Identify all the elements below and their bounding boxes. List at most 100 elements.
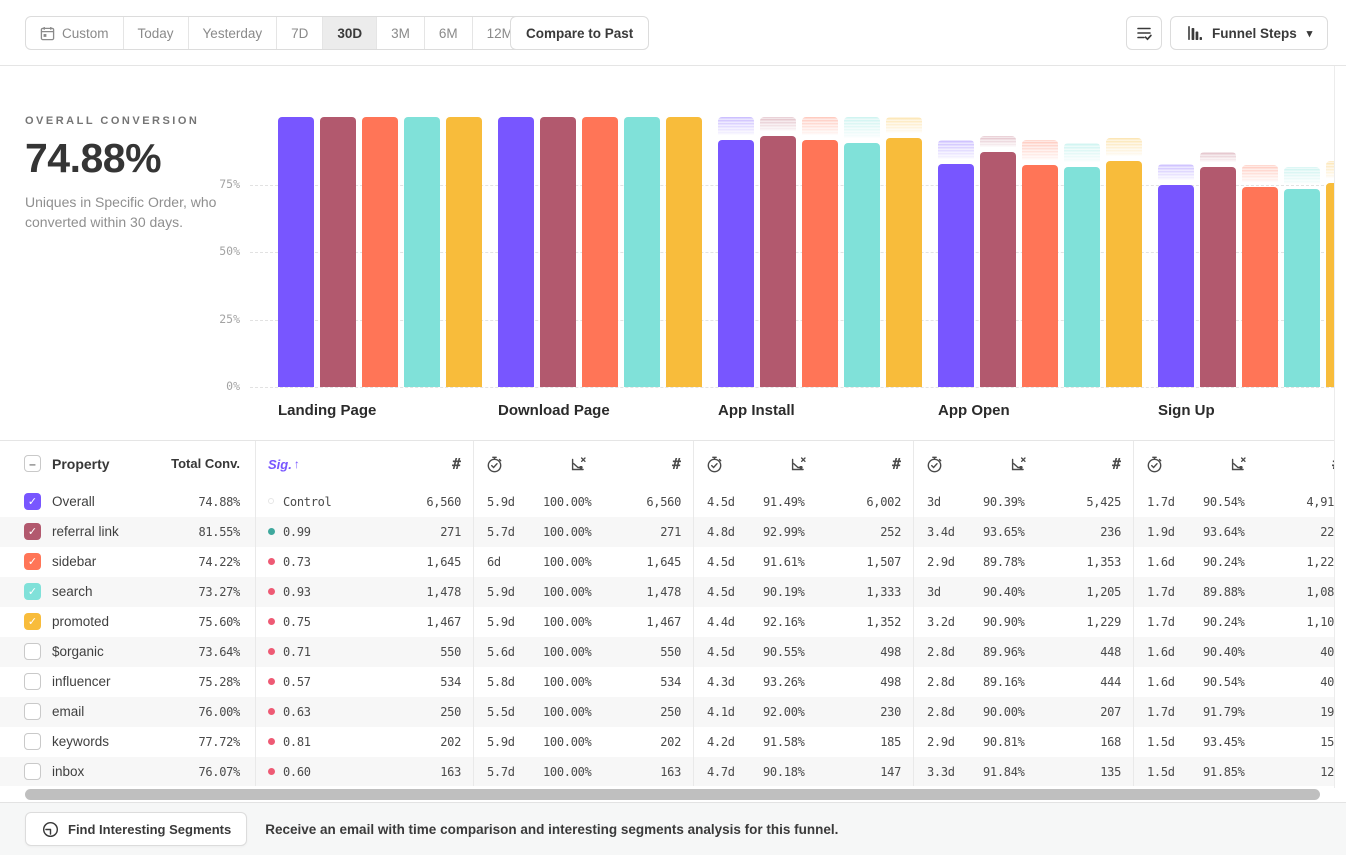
segment-checkbox[interactable] xyxy=(24,643,41,660)
segment-checkbox[interactable]: ✓ xyxy=(24,553,41,570)
step-count-value: 1,083 xyxy=(1306,585,1334,599)
segment-checkbox[interactable]: ✓ xyxy=(24,523,41,540)
funnel-bar[interactable] xyxy=(802,139,838,387)
funnel-bar[interactable] xyxy=(1200,166,1236,387)
segment-checkbox[interactable] xyxy=(24,733,41,750)
funnel-bar[interactable] xyxy=(938,163,974,387)
count-column-header-icon[interactable]: # xyxy=(671,455,681,473)
date-range-label: 30D xyxy=(337,25,363,41)
table-row[interactable]: ✓ sidebar 74.22% 0.73 1,645 6d 100.00% 1,645 4.5… xyxy=(0,547,1334,577)
funnel-bar[interactable] xyxy=(1064,166,1100,387)
table-row[interactable]: ✓ promoted 75.60% 0.75 1,467 5.9d 100.00% 1,467… xyxy=(0,607,1334,637)
time-to-convert-value: 1.7d xyxy=(1147,615,1175,629)
time-to-convert-value: 1.7d xyxy=(1147,705,1175,719)
significance-column-header[interactable]: Sig. ↑ xyxy=(268,456,300,472)
filter-settings-button[interactable] xyxy=(1126,16,1162,50)
compare-to-past-button[interactable]: Compare to Past xyxy=(510,16,650,50)
funnel-bar[interactable] xyxy=(320,117,356,387)
funnel-bar[interactable] xyxy=(1022,164,1058,387)
funnel-bar[interactable] xyxy=(278,117,314,387)
funnel-bar[interactable] xyxy=(498,117,534,387)
time-to-convert-column-icon[interactable] xyxy=(706,441,723,487)
time-to-convert-value: 5.6d xyxy=(487,645,515,659)
funnel-bar[interactable] xyxy=(1326,182,1334,387)
step-count-value: 207 xyxy=(1100,705,1121,719)
segment-checkbox[interactable] xyxy=(24,673,41,690)
conversion-rate-column-icon[interactable] xyxy=(570,441,587,487)
table-row[interactable]: inbox 76.07% 0.60 163 5.7d 100.00% 163 4.7d 90.1… xyxy=(0,757,1334,786)
step-count-value: 1,205 xyxy=(1086,585,1121,599)
funnel-bar[interactable] xyxy=(446,117,482,387)
segment-checkbox[interactable]: ✓ xyxy=(24,613,41,630)
table-row[interactable]: ✓ search 73.27% 0.93 1,478 5.9d 100.00% 1,478 4.… xyxy=(0,577,1334,607)
time-to-convert-value: 2.8d xyxy=(927,705,955,719)
funnel-bar[interactable] xyxy=(666,117,702,387)
table-row[interactable]: email 76.00% 0.63 250 5.5d 100.00% 250 4.1d 92.0… xyxy=(0,697,1334,727)
segment-checkbox[interactable]: ✓ xyxy=(24,493,41,510)
funnel-bar[interactable] xyxy=(980,151,1016,387)
funnel-bar[interactable] xyxy=(760,135,796,387)
funnel-bar[interactable] xyxy=(582,117,618,387)
significance-value: Control xyxy=(283,495,332,509)
count-column-header-icon[interactable]: # xyxy=(451,455,461,473)
horizontal-scrollbar[interactable] xyxy=(25,789,1320,800)
select-all-checkbox[interactable]: – xyxy=(24,455,41,472)
table-row[interactable]: ✓ Overall 74.88% Control 6,560 5.9d 100.00% 6,5… xyxy=(0,487,1334,517)
table-row[interactable]: $organic 73.64% 0.71 550 5.6d 100.00% 550 4.5d 9… xyxy=(0,637,1334,667)
segment-checkbox[interactable]: ✓ xyxy=(24,583,41,600)
overall-conversion-summary: OVERALL CONVERSION 74.88% Uniques in Spe… xyxy=(25,115,240,233)
list-check-icon xyxy=(1135,24,1153,42)
y-axis-tick-label: 25% xyxy=(219,311,240,326)
significance-dot xyxy=(268,558,275,565)
find-interesting-segments-button[interactable]: Find Interesting Segments xyxy=(25,812,248,846)
funnel-bar-previous-step-ghost xyxy=(1106,138,1142,156)
step-count-value: 221 xyxy=(1320,525,1334,539)
time-to-convert-value: 1.6d xyxy=(1147,555,1175,569)
funnel-bar[interactable] xyxy=(1106,160,1142,387)
conversion-rate-column-icon[interactable] xyxy=(1230,441,1247,487)
funnel-bar[interactable] xyxy=(844,143,880,387)
date-range-3m[interactable]: 3M xyxy=(376,17,424,49)
step-count-value: 1,645 xyxy=(646,555,681,569)
time-to-convert-value: 4.5d xyxy=(707,495,735,509)
find-segments-label: Find Interesting Segments xyxy=(68,821,232,837)
conversion-rate-column-icon[interactable] xyxy=(790,441,807,487)
date-range-12m[interactable]: 12M xyxy=(471,17,527,49)
segment-checkbox[interactable] xyxy=(24,763,41,780)
date-range-6m[interactable]: 6M xyxy=(423,17,472,49)
conversion-rate-value: 89.78% xyxy=(983,555,1025,569)
date-range-yesterday[interactable]: Yesterday xyxy=(187,17,277,49)
time-to-convert-column-icon[interactable] xyxy=(926,441,943,487)
step-count-value: 230 xyxy=(880,705,901,719)
table-row[interactable]: keywords 77.72% 0.81 202 5.9d 100.00% 202 4.2d 9… xyxy=(0,727,1334,757)
funnel-bar[interactable] xyxy=(362,117,398,387)
funnel-bar[interactable] xyxy=(404,117,440,387)
funnel-bar-previous-step-ghost xyxy=(980,135,1016,147)
funnel-bar[interactable] xyxy=(718,139,754,387)
significance-value: 0.73 xyxy=(283,555,311,569)
date-range-custom[interactable]: Custom xyxy=(26,17,123,49)
time-to-convert-column-icon[interactable] xyxy=(1146,441,1163,487)
conversion-rate-value: 90.54% xyxy=(1203,675,1245,689)
time-to-convert-column-icon[interactable] xyxy=(486,441,503,487)
table-row[interactable]: influencer 75.28% 0.57 534 5.8d 100.00% 534 4.3… xyxy=(0,667,1334,697)
funnel-bar[interactable] xyxy=(1284,189,1320,387)
step-count-value: 1,478 xyxy=(646,585,681,599)
funnel-bar[interactable] xyxy=(1158,184,1194,387)
funnel-bar[interactable] xyxy=(624,117,660,387)
conversion-rate-value: 100.00% xyxy=(543,705,592,719)
count-column-header-icon[interactable]: # xyxy=(1281,441,1334,487)
funnel-bar[interactable] xyxy=(1242,186,1278,387)
date-range-7d[interactable]: 7D xyxy=(276,17,322,49)
count-column-header-icon[interactable]: # xyxy=(1111,455,1121,473)
date-range-30d[interactable]: 30D xyxy=(322,17,377,49)
conversion-rate-column-icon[interactable] xyxy=(1010,441,1027,487)
table-row[interactable]: ✓ referral link 81.55% 0.99 271 5.7d 100.00% 27… xyxy=(0,517,1334,547)
total-conversion-value: 81.55% xyxy=(198,525,240,539)
funnel-bar[interactable] xyxy=(886,138,922,387)
count-column-header-icon[interactable]: # xyxy=(891,455,901,473)
funnel-steps-dropdown[interactable]: Funnel Steps ▾ xyxy=(1170,16,1329,50)
segment-checkbox[interactable] xyxy=(24,703,41,720)
funnel-bar[interactable] xyxy=(540,117,576,387)
date-range-today[interactable]: Today xyxy=(122,17,188,49)
